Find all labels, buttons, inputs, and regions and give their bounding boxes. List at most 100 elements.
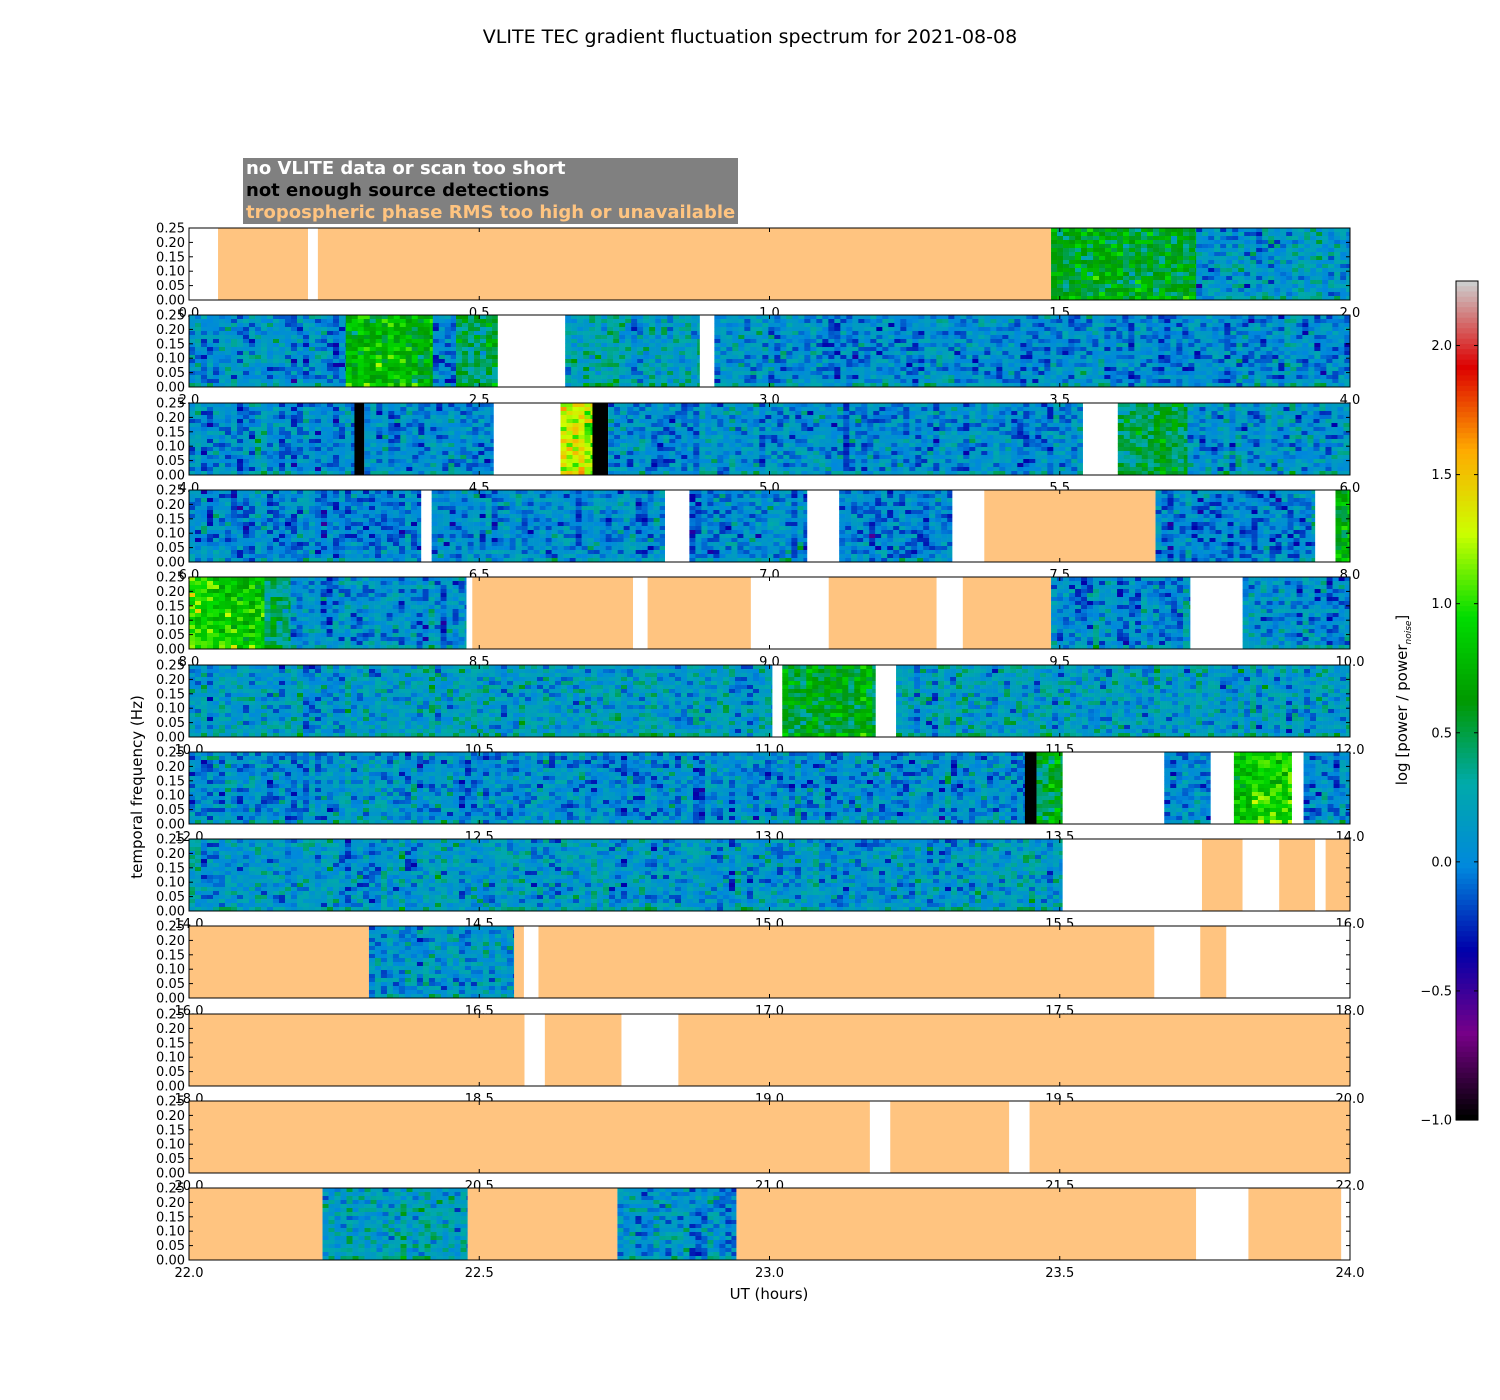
spectrum-cell [1254,375,1260,379]
spectrum-cell [1332,323,1338,327]
spectrum-cell [649,375,655,379]
spectrum-cell [1302,339,1308,343]
spectrum-cell [756,363,762,367]
spectrum-cell [912,327,918,331]
spectrum-cell [750,315,756,319]
spectrum-cell [1250,248,1256,252]
spectrum-cell [876,367,882,371]
spectrum-cell [1344,339,1350,343]
spectrum-cell [1248,351,1254,355]
spectrum-cell [1135,268,1141,272]
spectrum-cell [894,371,900,375]
spectrum-cell [1200,375,1206,379]
spectrum-cell [1069,248,1075,252]
spectrum-cell [1212,315,1218,319]
spectrum-cell [834,375,840,379]
spectrum-cell [613,335,619,339]
spectrum-cell [1272,355,1278,359]
spectrum-cell [828,359,834,363]
spectrum-cell [406,315,412,319]
spectrum-cell [267,363,273,367]
spectrum-cell [279,435,285,439]
spectrum-cell [388,427,394,431]
spectrum-cell [786,343,792,347]
spectrum-cell [1182,371,1188,375]
spectrum-cell [1232,272,1238,276]
spectrum-cell [1328,292,1334,296]
spectrum-cell [1278,327,1284,331]
spectrum-cell [673,367,679,371]
spectrum-cell [1128,319,1134,323]
spectrum-cell [418,427,424,431]
spectrum-cell [1105,284,1111,288]
spectrum-cell [462,371,468,375]
spectrum-cell [376,367,382,371]
spectrum-cell [201,335,207,339]
spectrum-cell [984,351,990,355]
spectrum-cell [1290,379,1296,383]
spectrum-cell [643,323,649,327]
spectrum-cell [714,327,720,331]
spectrum-cell [1272,375,1278,379]
spectrum-cell [462,375,468,379]
spectrum-cell [364,347,370,351]
spectrum-cell [930,371,936,375]
spectrum-cell [577,371,583,375]
spectrum-cell [1146,363,1152,367]
spectrum-cell [1075,272,1081,276]
spectrum-cell [1242,379,1248,383]
spectrum-cell [1232,276,1238,280]
spectrum-cell [1080,331,1086,335]
spectrum-cell [936,339,942,343]
spectrum-cell [255,375,261,379]
spectrum-cell [351,403,355,407]
spectrum-cell [1230,375,1236,379]
spectrum-cell [631,335,637,339]
spectrum-cell [1075,280,1081,284]
spectrum-cell [960,343,966,347]
spectrum-cell [774,371,780,375]
spectrum-cell [1086,371,1092,375]
spectrum-cell [1278,379,1284,383]
spectrum-cell [1164,335,1170,339]
spectrum-cell [207,347,213,351]
spectrum-cell [1224,339,1230,343]
spectrum-cell [315,339,321,343]
spectrum-cell [613,363,619,367]
spectrum-cell [291,435,297,439]
spectrum-cell [412,447,418,451]
spectrum-cell [1196,272,1202,276]
spectrum-cell [744,323,750,327]
spectrum-cell [376,455,382,459]
spectrum-cell [1069,252,1075,256]
spectrum-cell [1159,256,1165,260]
spectrum-cell [456,339,462,343]
spectrum-cell [714,363,720,367]
spectrum-cell [607,379,613,383]
spectrum-cell [1242,355,1248,359]
spectrum-cell [1183,272,1189,276]
spectrum-cell [451,375,457,379]
spectrum-cell [1014,323,1020,327]
spectrum-cell [816,323,822,327]
spectrum-cell [1202,264,1208,268]
spectrum-cell [1274,236,1280,240]
spectrum-cell [948,347,954,351]
spectrum-cell [1020,351,1026,355]
spectrum-cell [744,343,750,347]
spectrum-cell [840,339,846,343]
spectrum-cell [207,407,213,411]
spectrum-cell [990,351,996,355]
spectrum-segment [714,315,1350,387]
spectrum-cell [388,415,394,419]
spectrum-cell [213,343,219,347]
spectrum-cell [990,335,996,339]
spectrum-cell [382,423,388,427]
spectrum-cell [661,363,667,367]
spectrum-cell [1183,276,1189,280]
spectrum-cell [601,371,607,375]
spectrum-cell [1111,284,1117,288]
spectrum-cell [1230,367,1236,371]
spectrum-cell [1304,244,1310,248]
spectrum-cell [468,379,474,383]
